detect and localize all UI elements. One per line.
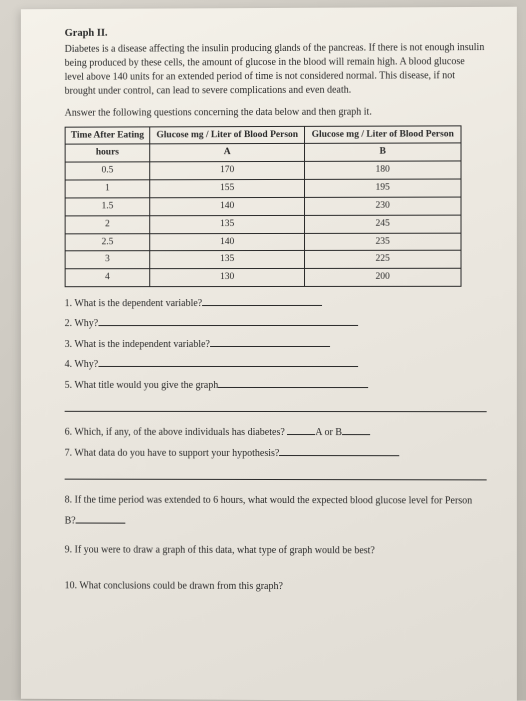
- cell-b: 235: [305, 233, 461, 251]
- worksheet-page: Graph II. Diabetes is a disease affectin…: [21, 7, 517, 701]
- intro-paragraph: Diabetes is a disease affecting the insu…: [65, 41, 487, 99]
- answer-blank: [287, 427, 315, 436]
- table-row: 2.5 140 235: [65, 233, 461, 251]
- cell-a: 135: [150, 251, 305, 269]
- q9-text: 9. If you were to draw a graph of this d…: [65, 545, 375, 557]
- cell-a: 135: [150, 215, 305, 233]
- table-row: 1.5 140 230: [65, 197, 461, 216]
- q8-text-a: 8. If the time period was extended to 6 …: [65, 495, 473, 507]
- cell-a: 140: [150, 233, 305, 251]
- q7-text: 7. What data do you have to support your…: [65, 448, 280, 459]
- col1-subheader: hours: [65, 144, 150, 162]
- answer-blank: [279, 447, 399, 456]
- instruction-line: Answer the following questions concernin…: [65, 105, 487, 120]
- table-header-row-1: Time After Eating Glucose mg / Liter of …: [65, 126, 461, 145]
- q5-text: 5. What title would you give the graph: [65, 380, 219, 391]
- answer-line: [65, 402, 487, 412]
- q4-text: 4. Why?: [65, 359, 99, 370]
- answer-blank: [98, 317, 358, 326]
- cell-a: 140: [150, 197, 305, 215]
- cell-a: 130: [150, 269, 305, 287]
- question-6: 6. Which, if any, of the above individua…: [65, 426, 487, 440]
- answer-blank: [98, 358, 358, 367]
- q6-text-b: A or B: [315, 428, 342, 439]
- col2-header: Glucose mg / Liter of Blood Person: [150, 126, 305, 144]
- answer-blank: [342, 427, 370, 436]
- data-table: Time After Eating Glucose mg / Liter of …: [65, 125, 462, 287]
- table-row: 3 135 225: [65, 251, 461, 269]
- question-8: 8. If the time period was extended to 6 …: [65, 494, 487, 508]
- answer-blank: [218, 379, 368, 388]
- answer-line: [65, 470, 487, 481]
- answer-blank: [210, 338, 330, 347]
- cell-time: 0.5: [65, 162, 150, 180]
- col3-header: Glucose mg / Liter of Blood Person: [305, 126, 461, 144]
- cell-b: 225: [305, 251, 461, 269]
- question-1: 1. What is the dependent variable?: [65, 297, 487, 311]
- col2-subheader: A: [150, 144, 305, 162]
- col3-subheader: B: [305, 143, 461, 161]
- cell-a: 170: [150, 162, 305, 180]
- q8-text-b: B?: [65, 516, 76, 527]
- question-9: 9. If you were to draw a graph of this d…: [65, 544, 487, 559]
- question-8b: B?: [65, 515, 487, 530]
- table-row: 2 135 245: [65, 215, 461, 234]
- question-2: 2. Why?: [65, 317, 487, 331]
- cell-time: 2: [65, 215, 150, 233]
- q10-text: 10. What conclusions could be drawn from…: [65, 580, 283, 592]
- cell-b: 195: [305, 179, 461, 197]
- cell-b: 245: [305, 215, 461, 233]
- question-4: 4. Why?: [65, 358, 487, 372]
- table-header-row-2: hours A B: [65, 143, 461, 162]
- cell-time: 2.5: [65, 233, 150, 251]
- question-7: 7. What data do you have to support your…: [65, 447, 487, 461]
- q6-text-a: 6. Which, if any, of the above individua…: [65, 427, 288, 438]
- section-heading: Graph II.: [65, 25, 487, 41]
- answer-blank: [202, 297, 322, 306]
- question-10: 10. What conclusions could be drawn from…: [65, 579, 487, 594]
- table-row: 1 155 195: [65, 179, 461, 198]
- q1-text: 1. What is the dependent variable?: [65, 298, 203, 309]
- question-3: 3. What is the independent variable?: [65, 338, 487, 352]
- cell-time: 4: [65, 269, 150, 287]
- cell-b: 180: [305, 161, 461, 179]
- q3-text: 3. What is the independent variable?: [65, 339, 210, 350]
- answer-blank: [76, 515, 126, 524]
- cell-time: 1: [65, 180, 150, 198]
- cell-a: 155: [150, 180, 305, 198]
- table-row: 0.5 170 180: [65, 161, 461, 180]
- cell-time: 1.5: [65, 198, 150, 216]
- question-5: 5. What title would you give the graph: [65, 379, 487, 393]
- cell-b: 230: [305, 197, 461, 215]
- table-row: 4 130 200: [65, 268, 461, 286]
- col1-header: Time After Eating: [65, 127, 150, 145]
- q2-text: 2. Why?: [65, 319, 99, 330]
- cell-time: 3: [65, 251, 150, 269]
- cell-b: 200: [305, 268, 461, 286]
